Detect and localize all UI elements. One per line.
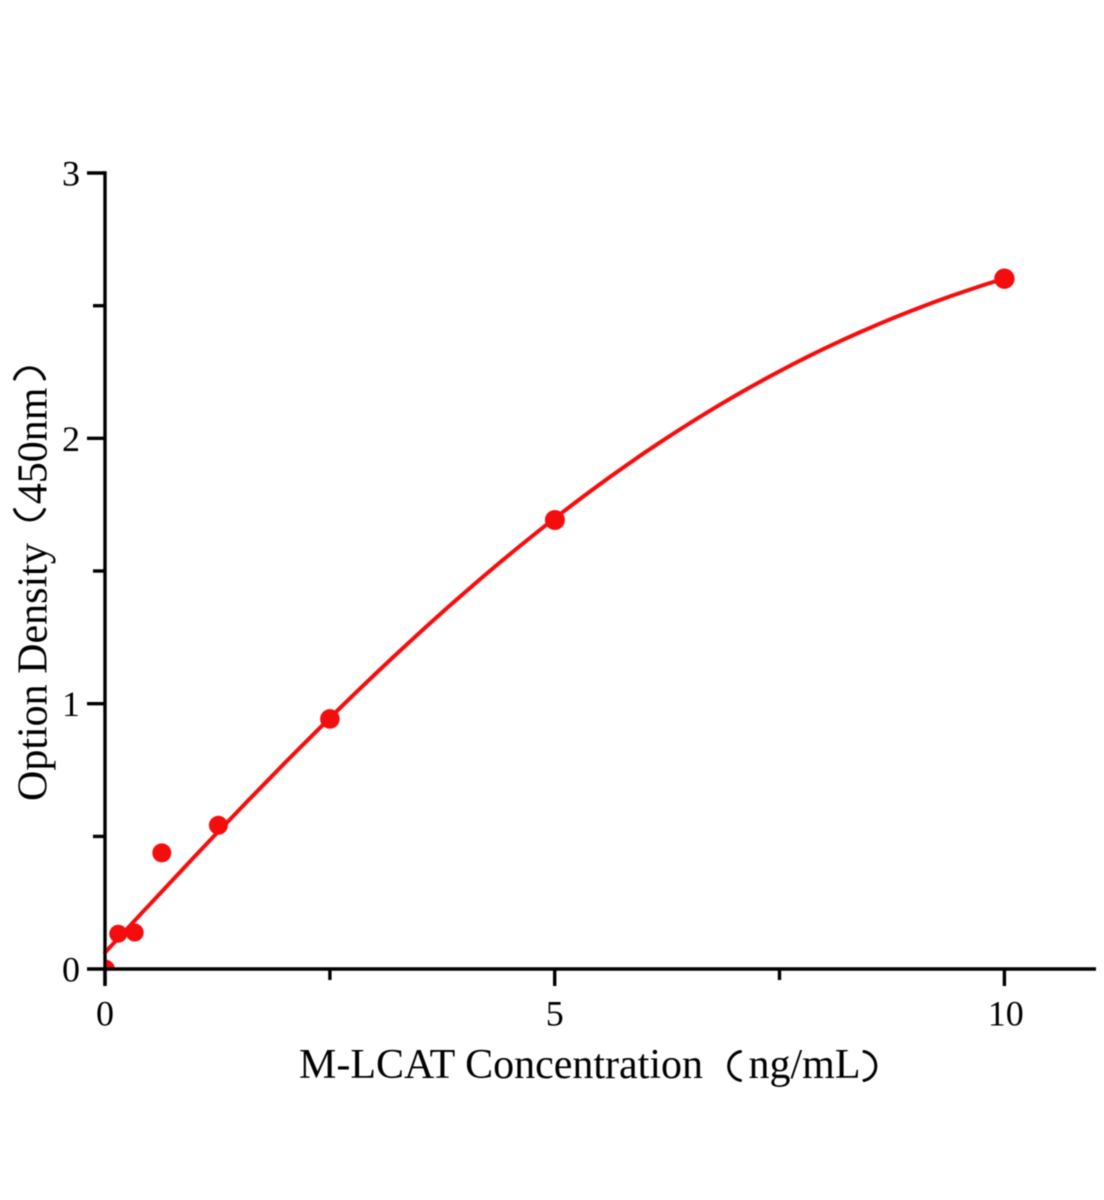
svg-text:0: 0: [96, 994, 114, 1034]
svg-text:ng/mL: ng/mL: [749, 1042, 861, 1088]
svg-text:2: 2: [62, 419, 80, 459]
svg-text:5: 5: [546, 994, 564, 1034]
svg-text:3: 3: [62, 154, 80, 194]
svg-text:10: 10: [988, 994, 1024, 1034]
svg-text:Option Density: Option Density: [11, 543, 57, 801]
svg-text:0: 0: [62, 950, 80, 990]
svg-text:450nm: 450nm: [11, 387, 57, 504]
svg-text:M-LCAT Concentration: M-LCAT Concentration: [299, 1042, 703, 1088]
svg-text:1: 1: [62, 684, 80, 724]
